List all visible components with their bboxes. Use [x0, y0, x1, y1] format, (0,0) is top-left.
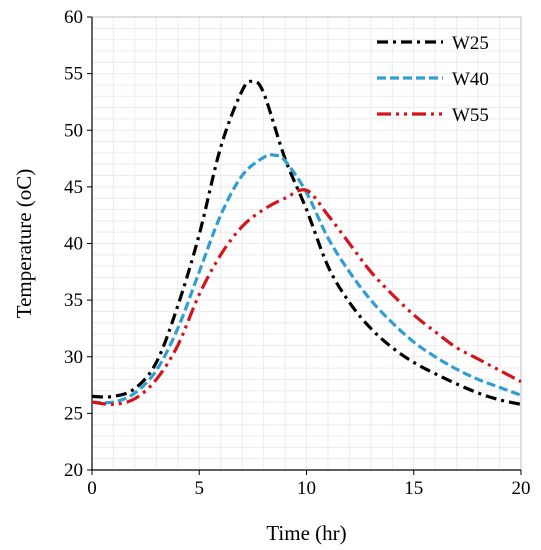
y-tick-label: 60	[64, 7, 83, 28]
legend-label: W55	[452, 105, 489, 126]
axes: 0 5 10 15 20 20 25 30 35 40 45 50 55 60	[64, 7, 531, 499]
y-axis-title: Temperature (oC)	[12, 169, 36, 319]
y-tick-label: 35	[64, 290, 83, 311]
legend: W25 W40 W55	[377, 33, 489, 126]
y-tick-label: 40	[64, 234, 83, 255]
y-tick-label: 30	[64, 347, 83, 368]
x-axis-title: Time (hr)	[266, 521, 346, 545]
series-line-w40	[91, 153, 522, 405]
series-line-w25	[91, 79, 522, 406]
x-tick-label: 0	[87, 478, 97, 499]
x-tick-label: 15	[404, 478, 423, 499]
y-tick-label: 55	[64, 64, 83, 85]
series-line-w55	[91, 188, 522, 406]
legend-label: W25	[452, 33, 489, 54]
y-tick-label: 45	[64, 177, 83, 198]
series-lines	[91, 79, 522, 406]
y-tick-label: 20	[64, 460, 83, 481]
y-tick-label: 50	[64, 120, 83, 141]
legend-label: W40	[452, 69, 489, 90]
x-tick-label: 10	[297, 478, 316, 499]
x-tick-label: 5	[195, 478, 205, 499]
x-tick-label: 20	[512, 478, 531, 499]
y-tick-label: 25	[64, 403, 83, 424]
